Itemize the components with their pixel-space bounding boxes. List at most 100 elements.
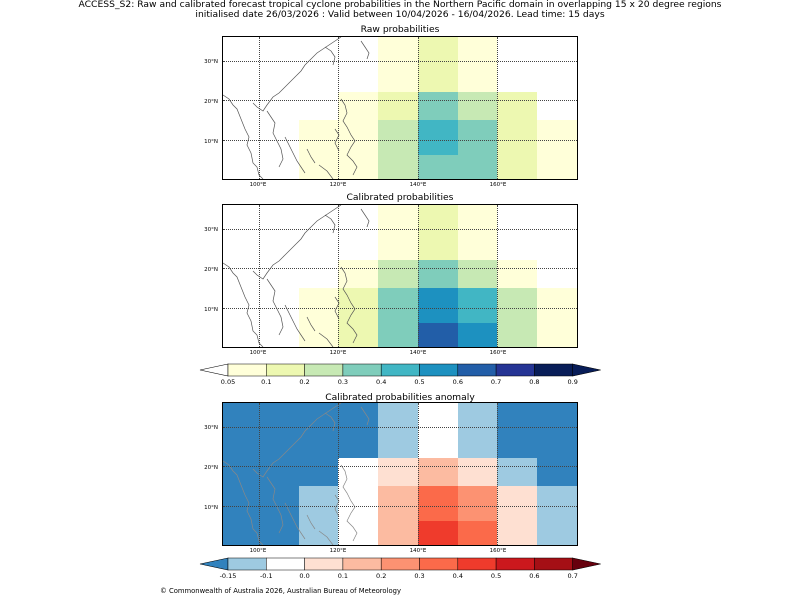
probability-cell bbox=[497, 485, 538, 545]
probability-cell bbox=[457, 260, 498, 288]
colorbar-tick-label: 0.9 bbox=[567, 378, 578, 386]
colorbar-tick-label: 0.5 bbox=[490, 572, 502, 580]
anomaly-colorbar bbox=[199, 557, 601, 571]
lat-label-20n: 20°N bbox=[204, 267, 218, 273]
probability-cell bbox=[417, 287, 458, 324]
panel-anomaly-title: Calibrated probabilities anomaly bbox=[325, 392, 475, 403]
colorbar-segment bbox=[227, 557, 267, 571]
probability-cell bbox=[378, 37, 418, 61]
probability-cell bbox=[457, 228, 498, 261]
parallel-gridline bbox=[223, 466, 577, 468]
meridian-gridline bbox=[338, 37, 340, 179]
figure-title-line1: ACCESS_S2: Raw and calibrated forecast t… bbox=[78, 0, 722, 10]
colorbar-segment bbox=[534, 363, 573, 377]
colorbar-tick-label: -0.15 bbox=[219, 572, 237, 580]
meridian-gridline bbox=[338, 403, 340, 545]
lon-label-100e: 100°E bbox=[249, 350, 267, 356]
lon-label-140e: 140°E bbox=[409, 350, 427, 356]
parallel-gridline bbox=[223, 60, 577, 62]
probability-cell bbox=[378, 228, 418, 261]
probability-cell bbox=[497, 119, 538, 179]
colorbar-under-extend bbox=[199, 363, 229, 377]
meridian-gridline bbox=[417, 37, 419, 179]
colorbar-tick-label: 0.2 bbox=[376, 572, 387, 580]
colorbar-tick-label: 0.0 bbox=[299, 572, 310, 580]
probability-cell bbox=[417, 37, 458, 61]
probability-cell bbox=[537, 287, 577, 347]
lat-label-30n: 30°N bbox=[204, 425, 218, 431]
colorbar-tick-label: 0.4 bbox=[376, 378, 387, 386]
probability-cell bbox=[457, 458, 498, 486]
colorbar-tick-label: 0.4 bbox=[452, 572, 463, 580]
copyright-footer: © Commonwealth of Australia 2026, Austra… bbox=[160, 587, 401, 595]
colorbar-segment bbox=[534, 557, 573, 571]
lon-label-120e: 120°E bbox=[329, 548, 347, 554]
lon-label-120e: 120°E bbox=[329, 350, 347, 356]
lon-label-140e: 140°E bbox=[409, 548, 427, 554]
coastline bbox=[223, 205, 370, 347]
colorbar-segment bbox=[227, 363, 267, 377]
colorbar-segment bbox=[495, 557, 535, 571]
colorbar-segment bbox=[380, 363, 420, 377]
probability-cell bbox=[497, 458, 538, 486]
probability-cell bbox=[537, 485, 577, 545]
probability-cell bbox=[417, 155, 458, 179]
probability-cell bbox=[497, 92, 538, 120]
probability-cell bbox=[457, 60, 498, 93]
probability-cell bbox=[378, 119, 418, 179]
colorbar-under-extend bbox=[199, 557, 229, 571]
probability-cell bbox=[457, 403, 498, 427]
parallel-gridline bbox=[223, 505, 577, 507]
probability-cell bbox=[378, 458, 418, 486]
probability-cell bbox=[378, 403, 418, 427]
colorbar-segment bbox=[304, 363, 344, 377]
colorbar-tick-label: 0.8 bbox=[529, 378, 540, 386]
probability-cell bbox=[417, 458, 458, 486]
probability-cell bbox=[457, 37, 498, 61]
colorbar-segment bbox=[304, 557, 344, 571]
colorbar-segment bbox=[495, 363, 535, 377]
colorbar-tick-label: 0.7 bbox=[490, 378, 502, 386]
probability-cell bbox=[378, 260, 418, 288]
lon-label-100e: 100°E bbox=[249, 548, 267, 554]
colorbar-tick-label: 0.3 bbox=[337, 378, 349, 386]
probability-cell bbox=[378, 426, 418, 459]
lat-label-30n: 30°N bbox=[204, 227, 218, 233]
probability-cell bbox=[457, 119, 498, 179]
colorbar-tick-label: 0.2 bbox=[299, 378, 310, 386]
colorbar-tick-label: 0.1 bbox=[337, 572, 349, 580]
meridian-gridline bbox=[258, 37, 260, 179]
meridian-gridline bbox=[417, 205, 419, 347]
probability-cell bbox=[417, 426, 458, 459]
probability-cell bbox=[298, 485, 339, 545]
parallel-gridline bbox=[223, 228, 577, 230]
meridian-gridline bbox=[417, 403, 419, 545]
colorbar-tick-label: 0.1 bbox=[261, 378, 272, 386]
probability-cell bbox=[338, 485, 379, 545]
parallel-gridline bbox=[223, 139, 577, 141]
figure-title-line2: initialised date 26/03/2026 : Valid betw… bbox=[195, 9, 605, 20]
meridian-gridline bbox=[338, 205, 340, 347]
parallel-gridline bbox=[223, 268, 577, 270]
probability-cell bbox=[457, 426, 498, 459]
probability-cell bbox=[338, 287, 379, 347]
panel-anomaly-map bbox=[222, 402, 578, 546]
lat-label-20n: 20°N bbox=[204, 99, 218, 105]
probability-cell bbox=[417, 92, 458, 120]
probability-cell bbox=[378, 92, 418, 120]
lat-label-10n: 10°N bbox=[204, 139, 218, 145]
probability-cell bbox=[457, 92, 498, 120]
probability-cell bbox=[378, 485, 418, 545]
probability-cell bbox=[537, 119, 577, 179]
colorbar-tick-label: 0.05 bbox=[220, 378, 236, 386]
colorbar-segment bbox=[266, 557, 305, 571]
probability-cell bbox=[378, 287, 418, 347]
probability-cell bbox=[378, 60, 418, 93]
colorbar-tick-label: 0.6 bbox=[452, 378, 463, 386]
probability-cell bbox=[417, 119, 458, 156]
lon-label-140e: 140°E bbox=[409, 182, 427, 188]
probability-cell bbox=[457, 323, 498, 347]
lon-label-160e: 160°E bbox=[489, 182, 507, 188]
probability-cell bbox=[417, 60, 458, 93]
colorbar-tick-label: 0.7 bbox=[567, 572, 578, 580]
